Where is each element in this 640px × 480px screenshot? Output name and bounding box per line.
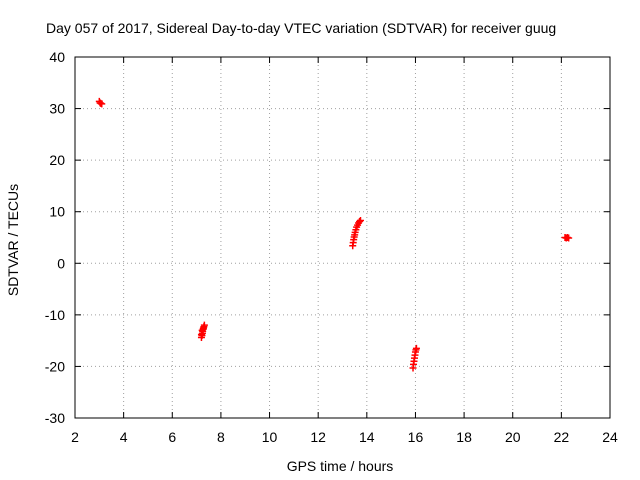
x-tick-label: 22 (554, 429, 570, 445)
y-tick-label: 10 (49, 204, 65, 220)
x-tick-label: 20 (505, 429, 521, 445)
data-point (98, 100, 106, 108)
tick-marks (74, 56, 611, 419)
x-tick-label: 16 (408, 429, 424, 445)
data-point (356, 218, 364, 226)
grid-lines (75, 57, 610, 418)
x-tick-label: 4 (120, 429, 128, 445)
y-tick-label: 20 (49, 152, 65, 168)
x-tick-label: 8 (217, 429, 225, 445)
y-tick-label: -30 (45, 410, 65, 426)
y-axis-label: SDTVAR / TECUs (5, 184, 21, 296)
data-point (356, 216, 364, 224)
x-axis-label: GPS time / hours (287, 458, 394, 474)
x-tick-label: 24 (602, 429, 618, 445)
x-tick-labels: 2 4 6 8 10 12 14 16 18 20 22 24 (71, 429, 618, 445)
y-tick-label: 30 (49, 101, 65, 117)
x-tick-label: 18 (456, 429, 472, 445)
y-tick-label: -20 (45, 358, 65, 374)
data-point (565, 234, 573, 242)
chart-title: Day 057 of 2017, Sidereal Day-to-day VTE… (46, 20, 556, 36)
x-tick-label: 10 (262, 429, 278, 445)
x-tick-label: 6 (168, 429, 176, 445)
y-tick-label: 40 (49, 49, 65, 65)
data-point (200, 321, 208, 329)
x-tick-label: 2 (71, 429, 79, 445)
y-tick-label: -10 (45, 307, 65, 323)
plot-frame (74, 56, 611, 419)
data-point (412, 344, 420, 352)
y-tick-labels: -30 -20 -10 0 10 20 30 40 (45, 49, 65, 426)
y-tick-label: 0 (57, 255, 65, 271)
data-points (95, 97, 573, 372)
x-tick-label: 14 (359, 429, 375, 445)
x-tick-label: 12 (310, 429, 326, 445)
data-point (198, 326, 206, 334)
